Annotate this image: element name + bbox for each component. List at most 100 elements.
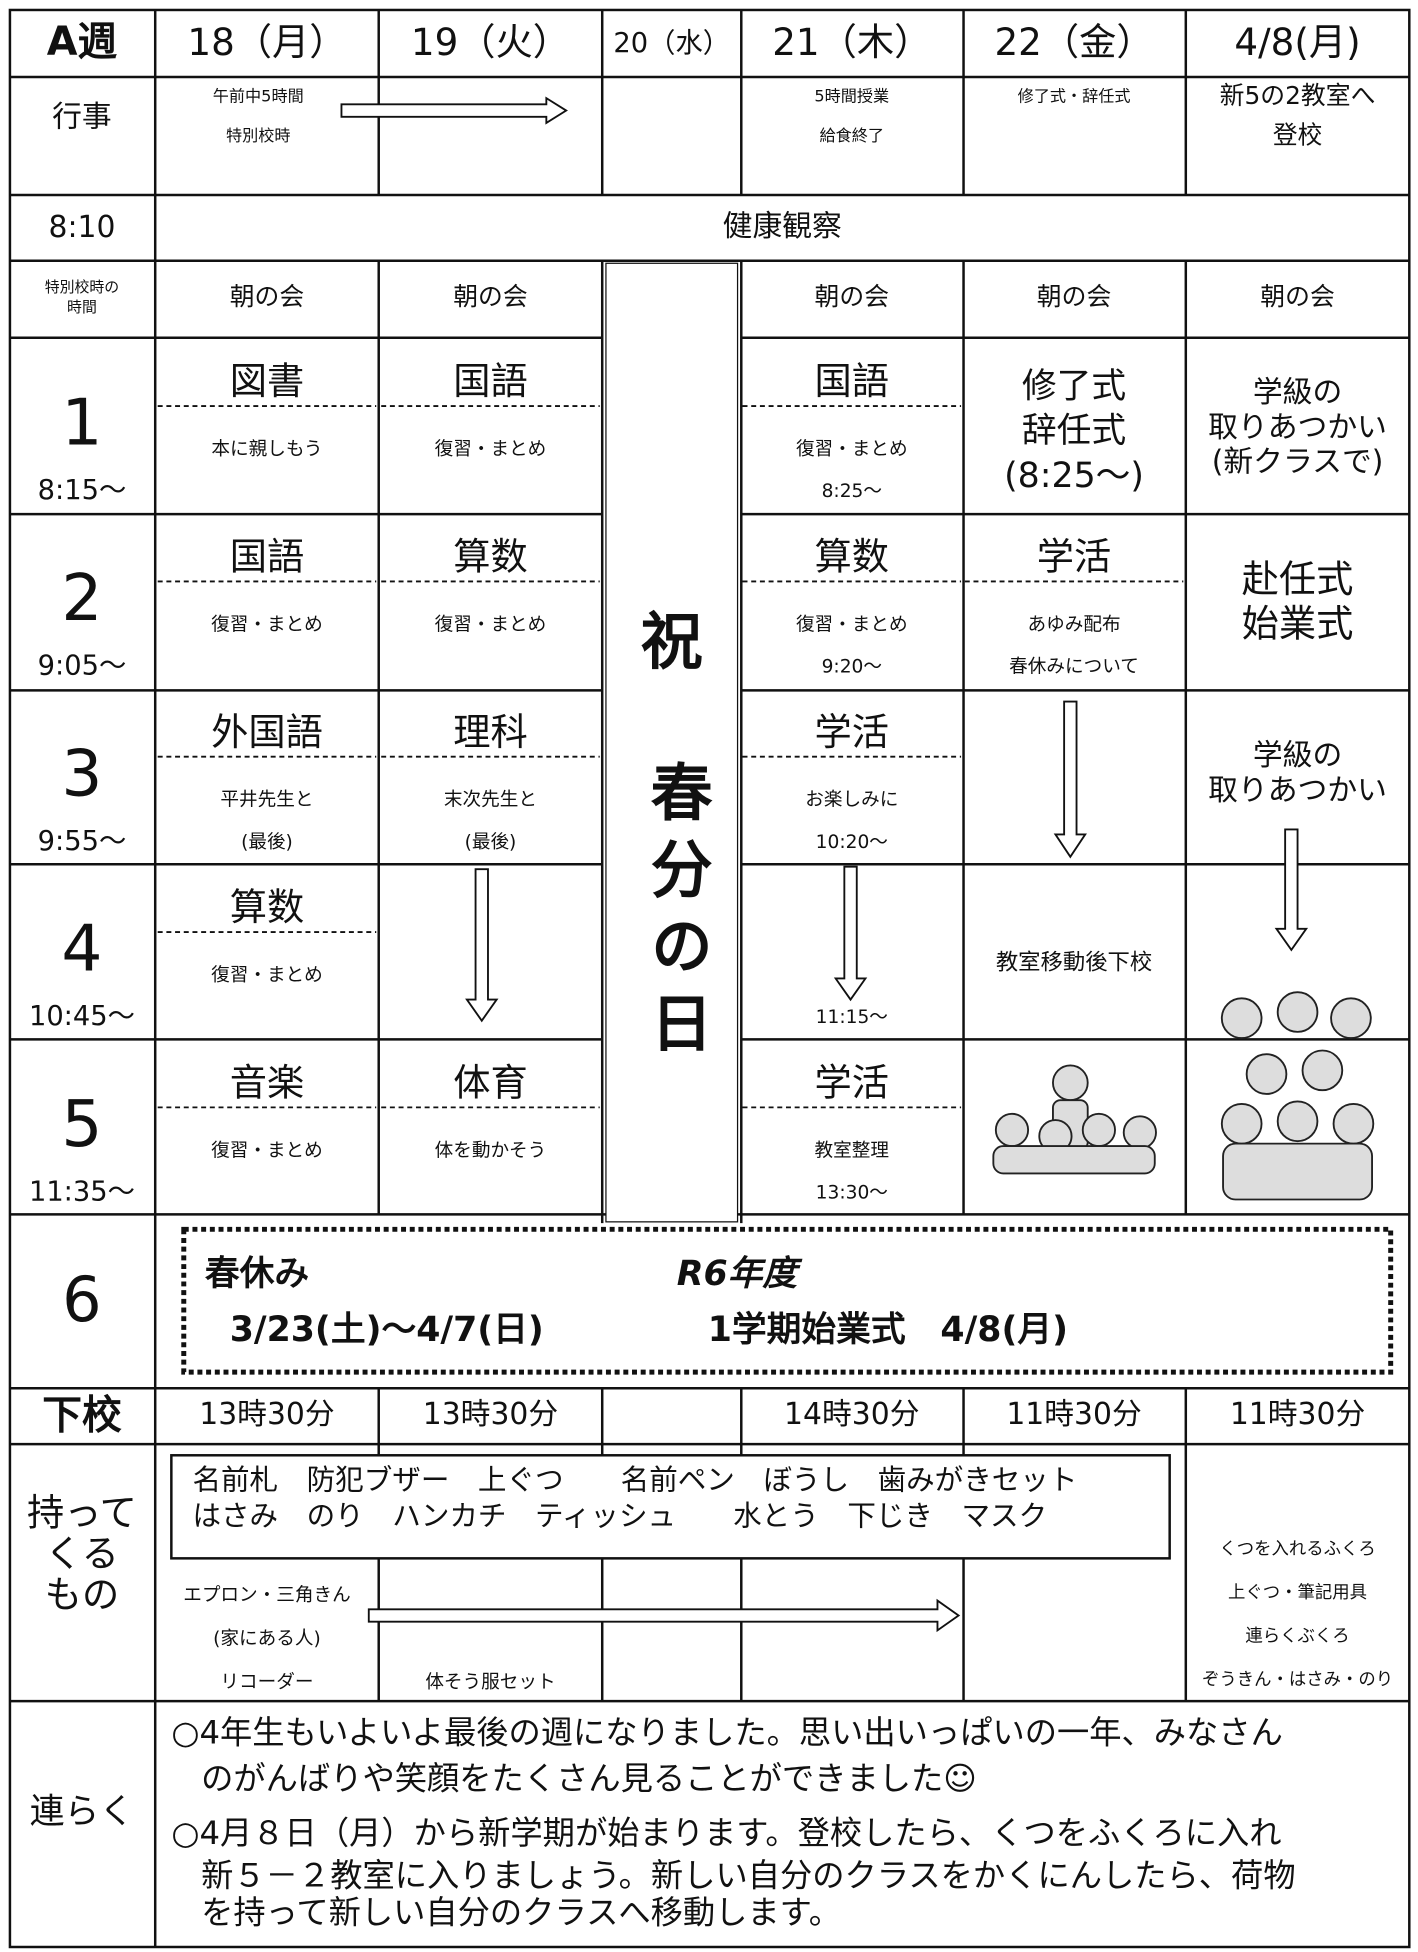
break-box — [181, 1226, 1394, 1375]
period-number: 2 — [61, 561, 102, 636]
event-text: 給食終了 — [820, 126, 885, 145]
subject: 体育 — [453, 1061, 528, 1105]
time-note: 8:25〜 — [822, 481, 882, 502]
cell-text: 修了式 — [1022, 366, 1126, 406]
row-label: 持って — [27, 1490, 137, 1534]
arrow — [465, 868, 499, 1023]
subject: 音楽 — [230, 1061, 305, 1105]
break-title: 春休み — [205, 1254, 309, 1294]
dismissal-time: 11時30分 — [1006, 1397, 1141, 1432]
border — [8, 8, 1411, 1949]
day-header: 19（火） — [411, 20, 570, 64]
dismissal-time: 14時30分 — [784, 1397, 919, 1432]
note: 平井先生と — [220, 790, 313, 811]
time-note: 9:20〜 — [822, 657, 882, 678]
time-note: 10:20〜 — [816, 832, 888, 853]
cell-text: 学級の — [1253, 375, 1342, 410]
note-line: ○4月８日（月）から新学期が始まります。登校したら、くつをふくろに入れ — [171, 1814, 1281, 1852]
period-time: 11:35〜 — [29, 1177, 135, 1208]
arrow — [1274, 828, 1309, 952]
note: 復習・まとめ — [435, 439, 547, 460]
day-header: 21（木） — [772, 20, 931, 64]
arrow — [367, 1598, 961, 1633]
grid — [8, 8, 1411, 1949]
note: (最後) — [465, 832, 517, 853]
row-label: 特別校時の — [45, 278, 119, 296]
break-dates: 3/23(土)〜4/7(日) — [230, 1310, 544, 1350]
cell-text: 取りあつかい — [1208, 410, 1387, 445]
year: R6年度 — [677, 1254, 804, 1294]
note: 復習・まとめ — [211, 1140, 323, 1161]
holiday-mark: 祝 — [641, 605, 703, 678]
item: くつを入れるふくろ — [1219, 1540, 1375, 1560]
common-items-box — [170, 1454, 1171, 1560]
health-text: 健康観察 — [723, 209, 842, 244]
item: (家にある人) — [213, 1629, 321, 1650]
period-number: 1 — [61, 386, 102, 461]
note: (最後) — [241, 832, 293, 853]
row-label: 時間 — [67, 298, 97, 316]
subject: 理科 — [453, 710, 528, 754]
holiday-cell — [605, 262, 739, 1223]
item: 上ぐつ・筆記用具 — [1228, 1583, 1367, 1603]
item: 体そう服セット — [425, 1672, 555, 1693]
note: 教室整理 — [815, 1140, 889, 1161]
note-line: ○4年生もいよいよ最後の週になりました。思い出いっぱいの一年、みなさん — [171, 1714, 1283, 1752]
event-text: 新5の2教室へ — [1220, 81, 1376, 110]
week-label: A週 — [47, 19, 118, 65]
note: 復習・まとめ — [435, 614, 547, 635]
note: お楽しみに — [805, 790, 898, 811]
note: 末次先生と — [444, 790, 537, 811]
note: 体を動かそう — [435, 1140, 547, 1161]
event-text: 登校 — [1273, 121, 1323, 150]
arrow — [340, 96, 568, 125]
morning-meeting: 朝の会 — [230, 282, 305, 311]
event-text: 午前中5時間 — [213, 86, 304, 105]
morning-meeting: 朝の会 — [1260, 282, 1335, 311]
period-time: 9:55〜 — [38, 826, 127, 857]
arrow — [833, 865, 868, 1002]
item: 連らくぶくろ — [1245, 1627, 1349, 1647]
note: 復習・まとめ — [211, 965, 323, 986]
cell-text: (新クラスで) — [1212, 445, 1384, 480]
arrow — [1053, 700, 1087, 859]
subject: 図書 — [230, 359, 305, 403]
row-label: 8:10 — [48, 210, 115, 245]
cell-text: 教室移動後下校 — [996, 950, 1152, 976]
time-note: 13:30〜 — [816, 1183, 888, 1204]
day-header: 22（金） — [994, 20, 1153, 64]
time-note: 11:15〜 — [816, 1007, 888, 1028]
note: 復習・まとめ — [796, 614, 908, 635]
item: エプロン・三角きん — [183, 1585, 350, 1606]
row-label: くる — [45, 1531, 119, 1575]
period-time: 10:45〜 — [29, 1001, 135, 1032]
event-text: 修了式・辞任式 — [1018, 86, 1131, 105]
note: 春休みについて — [1009, 657, 1139, 678]
item: ぞうきん・はさみ・のり — [1202, 1670, 1393, 1690]
dismissal-time: 13時30分 — [423, 1397, 558, 1432]
subject: 算数 — [815, 535, 890, 579]
subject: 学活 — [1037, 535, 1112, 579]
morning-meeting: 朝の会 — [453, 282, 528, 311]
illustration — [992, 991, 1375, 1201]
cell-text: 辞任式 — [1022, 411, 1126, 451]
cell-text: 赴任式 — [1242, 557, 1354, 601]
note-line: を持って新しい自分のクラスへ移動します。 — [201, 1894, 841, 1932]
period-time: 8:15〜 — [38, 475, 127, 506]
row-label: 下校 — [42, 1393, 122, 1439]
holiday-name: 春分の日 — [640, 760, 713, 1068]
cell-text: 取りあつかい — [1208, 773, 1387, 808]
period-number: 6 — [62, 1263, 102, 1336]
period-number: 5 — [61, 1087, 102, 1162]
ceremony: 1学期始業式 4/8(月) — [708, 1309, 1068, 1350]
note: 本に親しもう — [211, 439, 322, 460]
morning-meeting: 朝の会 — [1037, 282, 1112, 311]
subject: 学活 — [815, 1061, 890, 1105]
cell-text: (8:25〜) — [1004, 456, 1144, 496]
event-text: 5時間授業 — [814, 86, 889, 105]
note: あゆみ配布 — [1028, 614, 1121, 635]
common-items: 名前札 防犯ブザー 上ぐつ 名前ペン ぼうし 歯みがきセット — [192, 1462, 1077, 1496]
period-number: 3 — [61, 736, 102, 811]
